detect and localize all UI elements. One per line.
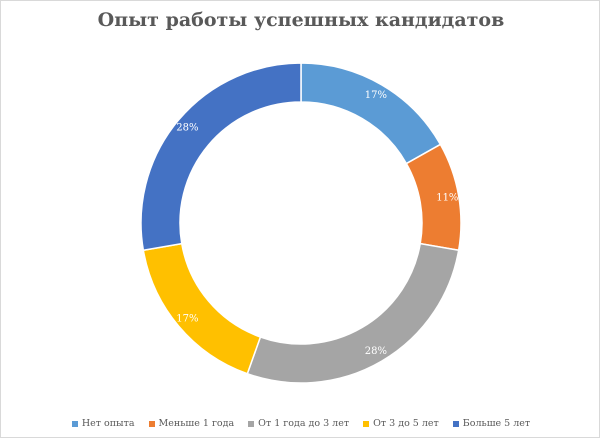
data-label-2: 11% xyxy=(436,193,458,204)
slice-1 xyxy=(300,62,442,165)
legend-item-1: Нет опыта xyxy=(71,418,135,429)
legend-item-5: Больше 5 лет xyxy=(452,418,531,429)
legend-label: От 3 до 5 лет xyxy=(373,418,439,429)
legend-label: Больше 5 лет xyxy=(462,418,531,429)
legend-item-4: От 3 до 5 лет xyxy=(363,418,439,429)
data-label-4: 17% xyxy=(176,314,198,325)
legend-swatch xyxy=(248,420,255,427)
legend-swatch xyxy=(363,420,370,427)
data-label-3: 28% xyxy=(365,346,387,357)
legend-item-2: Меньше 1 года xyxy=(148,418,235,429)
legend-swatch xyxy=(452,420,459,427)
legend: Нет опыта Меньше 1 года От 1 года до 3 лет… xyxy=(1,418,599,429)
slice-3 xyxy=(246,242,460,384)
legend-swatch xyxy=(71,420,78,427)
slice-5 xyxy=(140,62,302,252)
chart-title: Опыт работы успешных кандидатов xyxy=(97,9,505,31)
slice-4 xyxy=(142,242,262,375)
data-label-1: 17% xyxy=(365,90,387,101)
legend-item-3: От 1 года до 3 лет xyxy=(248,418,349,429)
legend-swatch xyxy=(148,420,155,427)
legend-label: От 1 года до 3 лет xyxy=(258,418,350,429)
legend-label: Нет опыта xyxy=(81,418,135,429)
legend-label: Меньше 1 года xyxy=(158,418,235,429)
data-label-5: 28% xyxy=(176,122,198,133)
